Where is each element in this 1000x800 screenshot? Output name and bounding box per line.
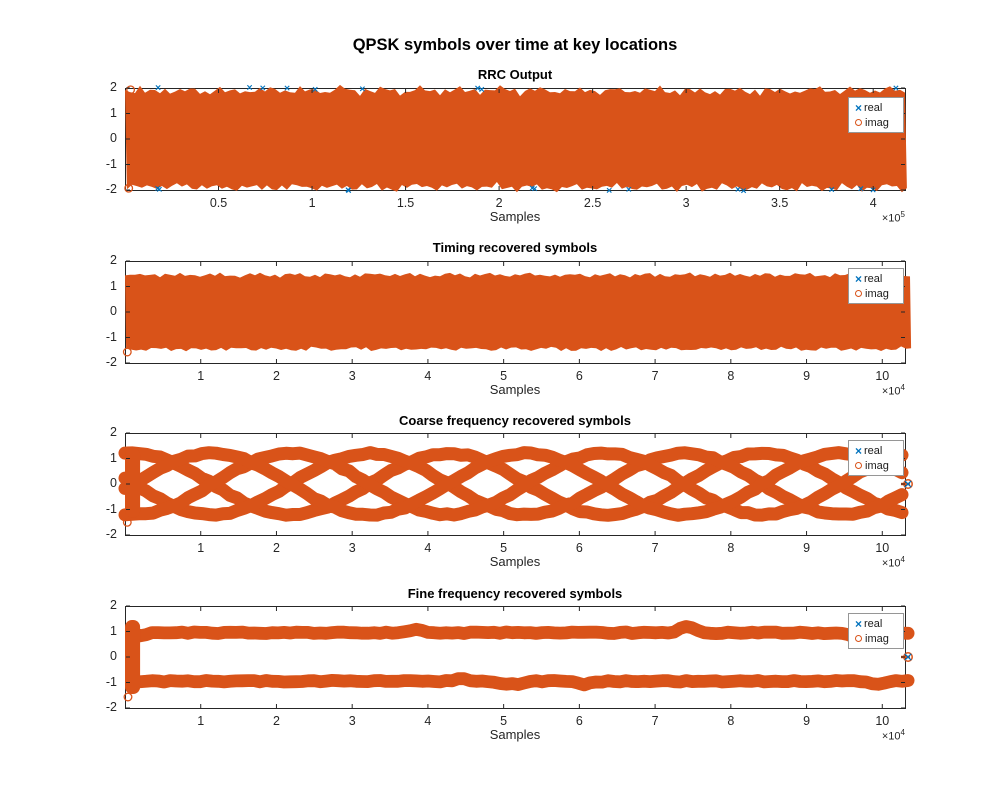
legend-label-real: real	[864, 617, 883, 630]
imag-circle-marker-icon	[855, 119, 862, 126]
subplot-1-title: RRC Output	[477, 67, 553, 82]
subplot-3-legend: × real imag	[848, 440, 904, 476]
subplot-3-xlabel: Samples	[489, 554, 541, 569]
subplot-1-axis-exponent: ×105	[881, 210, 905, 225]
subplot-3-axis-exponent: ×104	[881, 555, 905, 570]
legend-label-imag: imag	[865, 287, 889, 300]
legend-entry-real: × real	[853, 100, 901, 115]
real-x-marker-icon: ×	[854, 100, 862, 115]
legend-entry-imag: imag	[853, 115, 901, 130]
subplot-4-axis-exponent: ×104	[881, 728, 905, 743]
subplot-1-legend: × real imag	[848, 97, 904, 133]
real-x-marker-icon: ×	[854, 616, 862, 631]
legend-entry-imag: imag	[853, 458, 901, 473]
subplot-2-axis-exponent: ×104	[881, 383, 905, 398]
legend-entry-real: × real	[853, 443, 901, 458]
legend-entry-real: × real	[853, 616, 901, 631]
legend-entry-imag: imag	[853, 286, 901, 301]
subplot-4-legend: × real imag	[848, 613, 904, 649]
legend-label-real: real	[864, 444, 883, 457]
legend-label-imag: imag	[865, 116, 889, 129]
imag-circle-marker-icon	[855, 462, 862, 469]
legend-label-imag: imag	[865, 459, 889, 472]
subplot-2-xlabel: Samples	[489, 382, 541, 397]
imag-circle-marker-icon	[855, 635, 862, 642]
real-x-marker-icon: ×	[854, 271, 862, 286]
figure-title: QPSK symbols over time at key locations	[352, 36, 678, 54]
subplot-2-legend: × real imag	[848, 268, 904, 304]
imag-circle-marker-icon	[855, 290, 862, 297]
legend-label-imag: imag	[865, 632, 889, 645]
subplot-4-xlabel: Samples	[489, 727, 541, 742]
subplot-3-title: Coarse frequency recovered symbols	[399, 413, 631, 428]
legend-entry-imag: imag	[853, 631, 901, 646]
subplot-1-xlabel: Samples	[489, 209, 541, 224]
subplot-4-title: Fine frequency recovered symbols	[407, 586, 623, 601]
legend-entry-real: × real	[853, 271, 901, 286]
subplot-2-title: Timing recovered symbols	[432, 240, 598, 255]
legend-label-real: real	[864, 272, 883, 285]
legend-label-real: real	[864, 101, 883, 114]
real-x-marker-icon: ×	[854, 443, 862, 458]
